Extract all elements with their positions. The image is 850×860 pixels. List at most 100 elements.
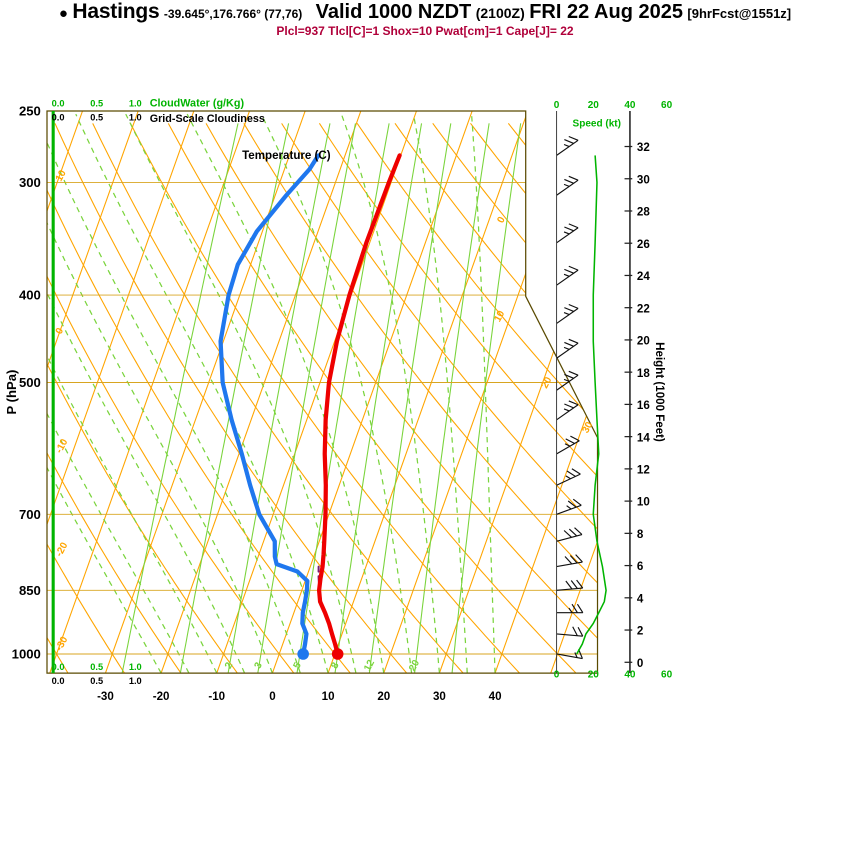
temperature-profile-line — [316, 153, 402, 657]
wind-barb — [556, 579, 584, 591]
mixing-ratio-line — [368, 123, 452, 674]
wind-barb — [556, 265, 579, 286]
pressure-tick-labels: 250 300 400 500 700 850 1000 — [12, 104, 41, 662]
dry-adiabat-label: 0 — [495, 215, 508, 225]
temperature-tick: 40 — [489, 691, 502, 703]
dry-adiabat-label: -10 — [54, 437, 71, 455]
wind-barb — [556, 370, 579, 391]
dry-adiabat-line — [545, 123, 598, 435]
height-tick: 32 — [637, 142, 650, 154]
speed-tick: 40 — [624, 100, 636, 111]
moist-adiabat-line — [470, 114, 496, 674]
cloudiness-tick: 1.0 — [129, 676, 142, 686]
height-tick: 6 — [637, 561, 644, 573]
dry-adiabat-label: 0 — [54, 326, 67, 336]
isotherm-line — [49, 111, 251, 674]
pressure-tick: 250 — [19, 104, 41, 119]
cloudiness-tick: 0.0 — [52, 676, 65, 686]
cloudwater-tick: 0.5 — [90, 662, 103, 672]
height-tick: 8 — [637, 529, 644, 541]
moist-adiabat-line — [340, 113, 441, 674]
mixing-ratio-line — [334, 123, 423, 674]
mixing-ratio-label: 12 — [362, 658, 377, 673]
height-axis-label: Height (1000 Feet) — [653, 342, 665, 442]
surface-temperature — [331, 648, 344, 660]
dry-adiabat-line — [54, 123, 408, 674]
mixing-ratio-label: 20 — [407, 658, 422, 673]
isopleth-grid — [47, 111, 806, 674]
isotherm-line — [438, 111, 598, 674]
pressure-tick: 400 — [19, 288, 41, 303]
wind-barb — [556, 435, 580, 455]
isotherm-line — [606, 111, 806, 673]
wind-barb — [556, 626, 584, 637]
dry-adiabat-line — [129, 123, 520, 674]
moist-adiabat-line — [47, 113, 218, 674]
height-tick: 12 — [637, 465, 650, 477]
moist-adiabat-line — [186, 113, 385, 674]
moist-adiabat-line — [47, 113, 301, 674]
temperature-tick: 20 — [377, 691, 390, 703]
surface-markers — [297, 648, 344, 660]
station-coordinates: -39.645°,176.766° (77,76) — [163, 7, 303, 21]
wind-barb — [556, 468, 581, 486]
isotherm-line — [383, 111, 584, 674]
height-tick: 28 — [637, 207, 650, 219]
wind-barb — [556, 498, 582, 515]
cloudiness-tick: 0.5 — [90, 112, 103, 122]
mixing-ratio-lines — [121, 123, 522, 674]
speed-tick: 60 — [661, 100, 673, 111]
speed-tick: 20 — [588, 670, 600, 681]
height-tick: 0 — [637, 658, 643, 670]
wind-barb — [556, 338, 579, 359]
mixing-ratio-line — [451, 123, 522, 674]
cloudiness-axis-label: Grid-Scale Cloudiness — [150, 113, 265, 125]
dry-adiabat-line — [394, 123, 598, 616]
temperature-tick: -20 — [153, 691, 170, 703]
dry-adiabat-label: 10 — [54, 168, 69, 183]
dry-adiabat-label: 20 — [539, 375, 554, 390]
wind-barb — [556, 175, 579, 196]
dry-adiabat-line — [92, 123, 464, 674]
dry-adiabat-label: 10 — [492, 309, 507, 324]
height-tick: 20 — [637, 336, 650, 348]
valid-time: Valid 1000 NZDT — [315, 1, 472, 23]
temperature-tick: -30 — [97, 691, 114, 703]
pressure-tick: 700 — [19, 507, 41, 522]
cloudiness-scale-top: 0.0 0.5 1.0 — [52, 112, 142, 122]
cloudwater-tick: 1.0 — [129, 98, 142, 108]
dry-adiabat-line — [47, 123, 295, 674]
height-tick: 4 — [637, 593, 644, 605]
dry-adiabat-line — [356, 123, 598, 665]
moist-adiabat-lines — [47, 113, 496, 674]
temperature-tick-labels: -30 -20 -10 0 10 20 30 40 — [97, 691, 501, 703]
mixing-ratio-labels: 2 3 5 8 12 20 — [223, 658, 422, 673]
wind-barb — [556, 527, 583, 542]
pressure-tick: 850 — [19, 583, 41, 598]
moist-adiabat-line — [125, 113, 357, 674]
dry-adiabat-line — [470, 123, 598, 523]
isotherm-line — [47, 111, 195, 674]
mixing-ratio-line — [179, 123, 290, 674]
mixing-ratio-label: 3 — [253, 660, 266, 670]
plot-frame — [46, 110, 599, 674]
mixing-ratio-line — [121, 123, 239, 674]
isotherm-line — [47, 111, 139, 674]
mixing-ratio-label: 8 — [329, 660, 342, 670]
moist-adiabat-line — [412, 113, 468, 674]
cloudwater-tick: 0.0 — [52, 662, 65, 672]
station-name: Hastings — [72, 0, 160, 23]
isotherm-line — [160, 111, 362, 674]
dry-adiabat-line — [205, 123, 598, 674]
speed-axis-label: Speed (kt) — [573, 118, 621, 129]
wind-barb — [556, 554, 583, 568]
pressure-tick: 500 — [19, 375, 41, 390]
valid-date: FRI 22 Aug 2025 — [529, 1, 683, 23]
dry-adiabat-line — [47, 123, 238, 674]
dry-adiabat-line — [318, 123, 598, 674]
dry-adiabat-line — [583, 123, 598, 391]
surface-dewpoint — [297, 648, 309, 660]
height-tick: 30 — [637, 174, 650, 186]
